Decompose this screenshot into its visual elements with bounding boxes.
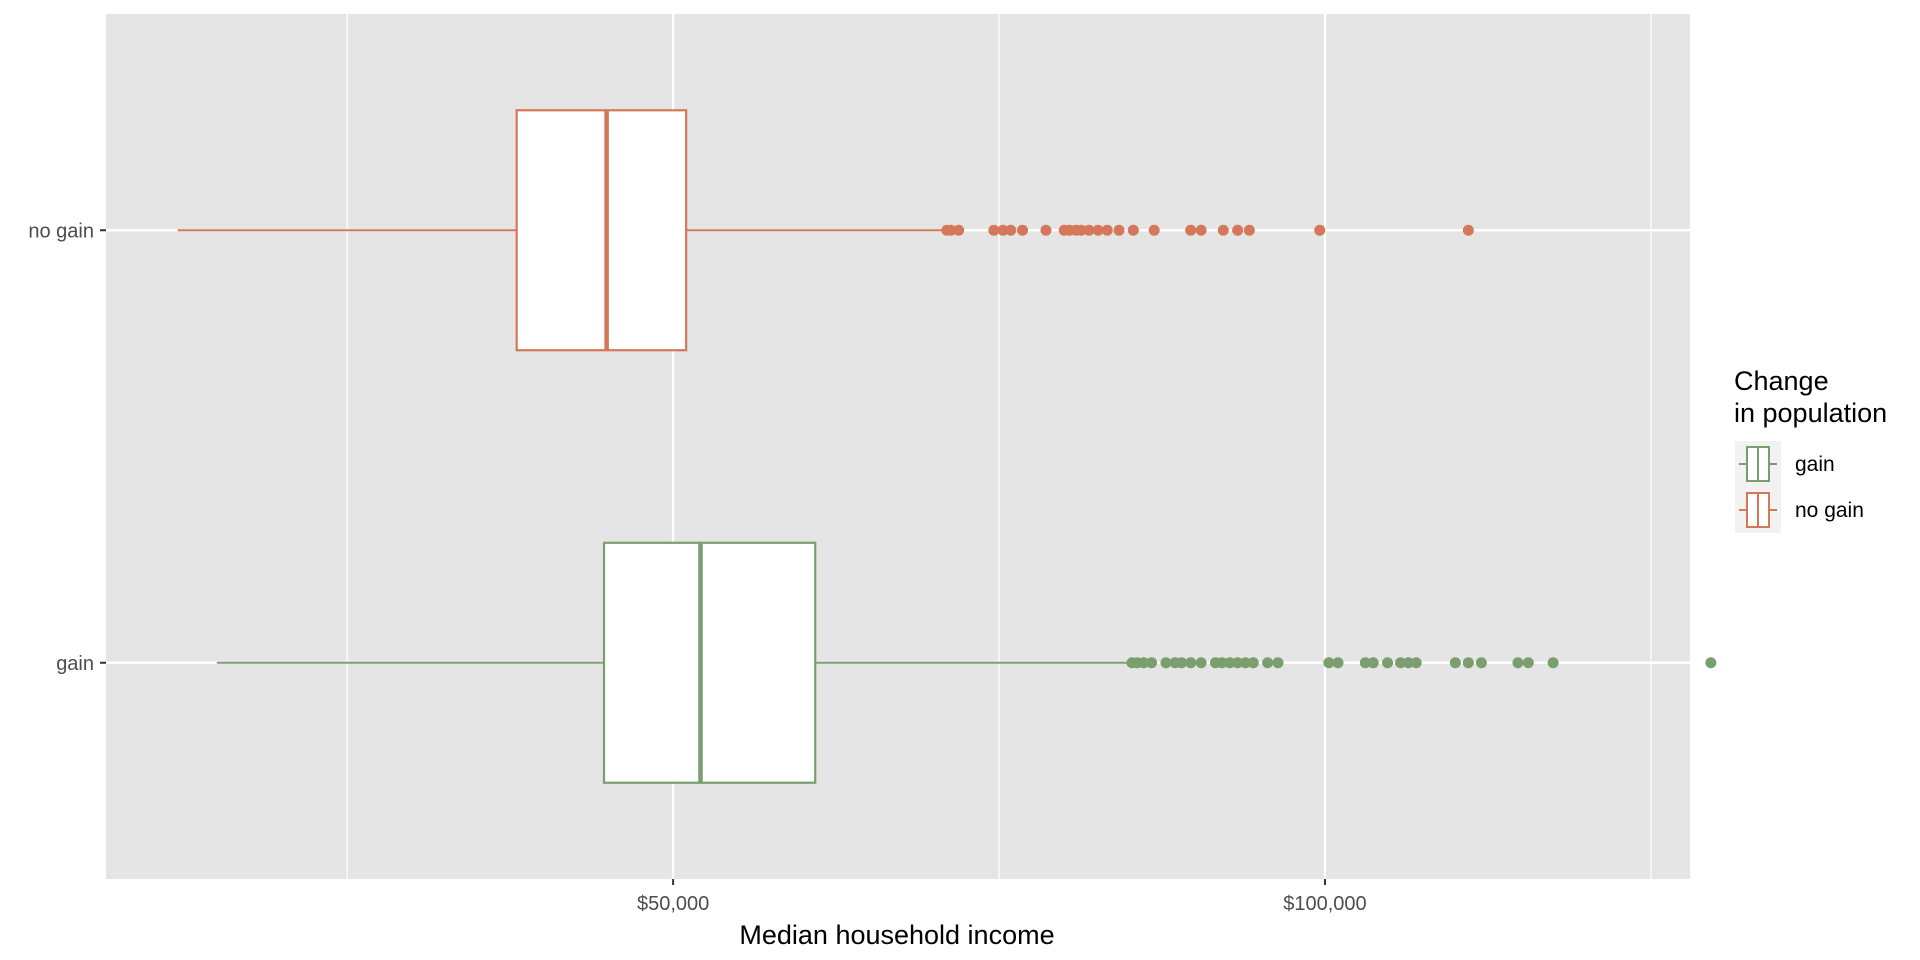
outlier-point — [988, 224, 1000, 236]
outlier-point — [1232, 224, 1244, 236]
outlier-point — [1314, 224, 1326, 236]
outlier-point — [1040, 224, 1052, 236]
outlier-point — [1101, 224, 1113, 236]
outlier-point — [1113, 224, 1125, 236]
outlier-point — [1075, 224, 1087, 236]
outlier-point — [1262, 657, 1274, 669]
outlier-point — [1216, 657, 1228, 669]
outlier-point — [1138, 657, 1150, 669]
outlier-point — [1402, 657, 1414, 669]
outlier-point — [1705, 657, 1717, 669]
x-tick-label: $100,000 — [1283, 893, 1366, 915]
legend-item-gain: gain — [1735, 441, 1835, 487]
outlier-point — [1367, 657, 1379, 669]
outlier-point — [1512, 657, 1524, 669]
outlier-point — [1522, 657, 1534, 669]
outlier-point — [1195, 657, 1207, 669]
outlier-point — [1243, 224, 1255, 236]
outlier-point — [1323, 657, 1335, 669]
outlier-point — [1185, 657, 1197, 669]
outlier-point — [1148, 224, 1160, 236]
outlier-point — [1359, 657, 1371, 669]
legend: Change in population gain no gain — [1734, 366, 1887, 533]
outlier-point — [1462, 224, 1474, 236]
boxplots — [177, 109, 1717, 784]
boxplot-no-gain — [177, 109, 1474, 352]
outlier-point — [945, 224, 957, 236]
outlier-point — [1475, 657, 1487, 669]
plot-panel — [106, 14, 1690, 879]
outlier-point — [1195, 224, 1207, 236]
outlier-point — [1410, 657, 1422, 669]
outlier-point — [1272, 657, 1284, 669]
legend-label: gain — [1795, 453, 1835, 476]
outlier-point — [1332, 657, 1344, 669]
outlier-point — [1146, 657, 1158, 669]
legend-label: no gain — [1795, 499, 1864, 522]
outlier-point — [997, 224, 1009, 236]
outlier-point — [1176, 657, 1188, 669]
y-tick-label: gain — [56, 653, 94, 675]
boxplot-gain — [216, 541, 1717, 784]
outlier-point — [1239, 657, 1251, 669]
outlier-point — [1232, 657, 1244, 669]
outlier-point — [1395, 657, 1407, 669]
outlier-point — [1092, 224, 1104, 236]
outlier-point — [1247, 657, 1259, 669]
legend-title-line-2: in population — [1734, 398, 1887, 428]
legend-item-no-gain: no gain — [1735, 487, 1864, 533]
outlier-point — [1017, 224, 1029, 236]
outlier-point — [1217, 224, 1229, 236]
outlier-point — [1462, 657, 1474, 669]
outlier-point — [1224, 657, 1236, 669]
outlier-point — [1449, 657, 1461, 669]
legend-title-line-1: Change — [1734, 366, 1829, 396]
outlier-point — [1547, 657, 1559, 669]
outlier-point — [1160, 657, 1172, 669]
x-tick-label: $50,000 — [637, 893, 709, 915]
x-axis-title: Median household income — [739, 920, 1054, 950]
outlier-point — [1185, 224, 1197, 236]
box — [602, 541, 817, 784]
outlier-point — [1005, 224, 1017, 236]
y-tick-label: no gain — [28, 220, 94, 242]
outlier-point — [1382, 657, 1394, 669]
axes: $50,000 $100,000 no gain gain — [28, 220, 1366, 915]
box — [515, 109, 688, 352]
outlier-point — [1127, 224, 1139, 236]
outlier-point — [1083, 224, 1095, 236]
outlier-point — [953, 224, 965, 236]
